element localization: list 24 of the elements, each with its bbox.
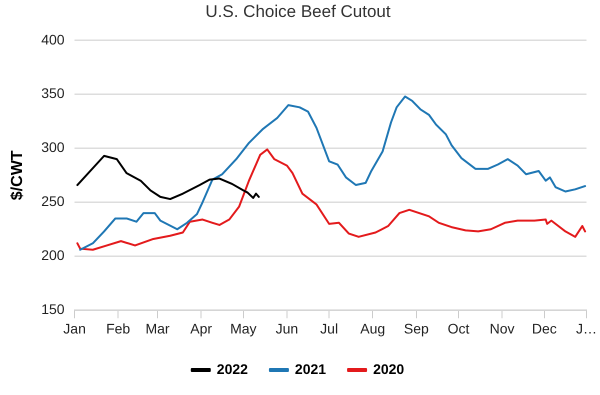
x-tick-label: Jan <box>63 320 86 336</box>
y-tick-label: 350 <box>41 85 65 102</box>
x-tick-label: J… <box>576 320 597 336</box>
x-tick-label: May <box>230 320 257 336</box>
x-tick-label: Feb <box>106 320 130 336</box>
x-tick-label: Nov <box>490 320 515 336</box>
y-tick-label: 150 <box>41 301 65 318</box>
x-tick-label: Dec <box>532 320 557 336</box>
y-tick-label: 250 <box>41 193 65 210</box>
legend-label: 2022 <box>216 360 248 377</box>
x-tick-label: Oct <box>448 320 470 336</box>
chart-title: U.S. Choice Beef Cutout <box>205 2 391 21</box>
x-tick-label: Aug <box>360 320 386 336</box>
x-tick-label: Mar <box>145 320 170 336</box>
y-tick-label: 300 <box>41 139 65 156</box>
x-tick-label: Sep <box>404 320 429 336</box>
y-tick-label: 200 <box>41 247 65 264</box>
x-tick-label: Apr <box>190 320 212 336</box>
y-tick-label: 400 <box>41 31 65 48</box>
y-axis-title: $/CWT <box>9 150 26 200</box>
legend-label: 2021 <box>294 360 326 377</box>
legend-label: 2020 <box>373 360 404 377</box>
x-tick-label: Jun <box>276 320 298 336</box>
x-tick-label: Jul <box>320 320 338 336</box>
